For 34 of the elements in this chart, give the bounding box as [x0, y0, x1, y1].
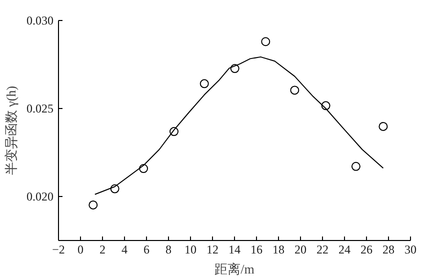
x-tick-label: 30 — [404, 242, 416, 256]
x-tick-label: 22 — [316, 242, 328, 256]
x-tick-label: 28 — [382, 242, 394, 256]
x-tick-label: −2 — [52, 242, 65, 256]
y-axis-title: 半变异函数 γ(h) — [4, 86, 18, 176]
point — [351, 162, 360, 171]
point — [261, 37, 270, 46]
point — [230, 64, 240, 74]
point — [290, 86, 300, 95]
x-tick-label: 12 — [206, 242, 218, 256]
y-tick-label: 0.030 — [26, 14, 54, 28]
point — [200, 79, 209, 88]
x-tick-label: 16 — [250, 242, 262, 256]
x-tick-label: 8 — [166, 242, 172, 256]
x-tick-label: 6 — [144, 242, 150, 256]
x-tick-label: 20 — [294, 242, 306, 256]
x-tick-label: 26 — [360, 242, 372, 256]
point — [110, 184, 120, 194]
point — [170, 127, 178, 136]
x-tick-label: 2 — [100, 242, 106, 256]
point — [139, 164, 148, 174]
x-axis-title: 距离/m — [214, 262, 254, 276]
point — [88, 200, 98, 210]
line-series — [94, 56, 384, 195]
point — [321, 101, 330, 110]
x-tick-label: 24 — [338, 242, 350, 256]
x-tick-label: 14 — [228, 242, 240, 256]
x-tick-label: 0 — [78, 242, 84, 256]
x-tick-label: 10 — [184, 242, 196, 256]
x-tick-label: 4 — [122, 242, 128, 256]
x-tick-label: 18 — [272, 242, 284, 256]
y-tick-label: 0.025 — [26, 102, 54, 116]
point — [378, 122, 388, 131]
y-tick-label: 0.020 — [26, 190, 54, 204]
